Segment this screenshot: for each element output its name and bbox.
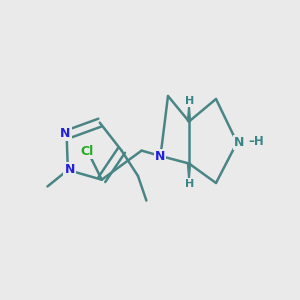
Text: –H: –H (248, 135, 264, 148)
Text: H: H (185, 178, 194, 189)
Text: N: N (155, 150, 165, 163)
Text: H: H (185, 96, 194, 106)
Text: Cl: Cl (81, 145, 94, 158)
Polygon shape (188, 164, 190, 183)
Text: N: N (60, 127, 70, 140)
Polygon shape (188, 102, 190, 122)
Text: N: N (234, 136, 244, 149)
Text: methyl: methyl (44, 186, 49, 188)
Text: N: N (64, 163, 75, 176)
